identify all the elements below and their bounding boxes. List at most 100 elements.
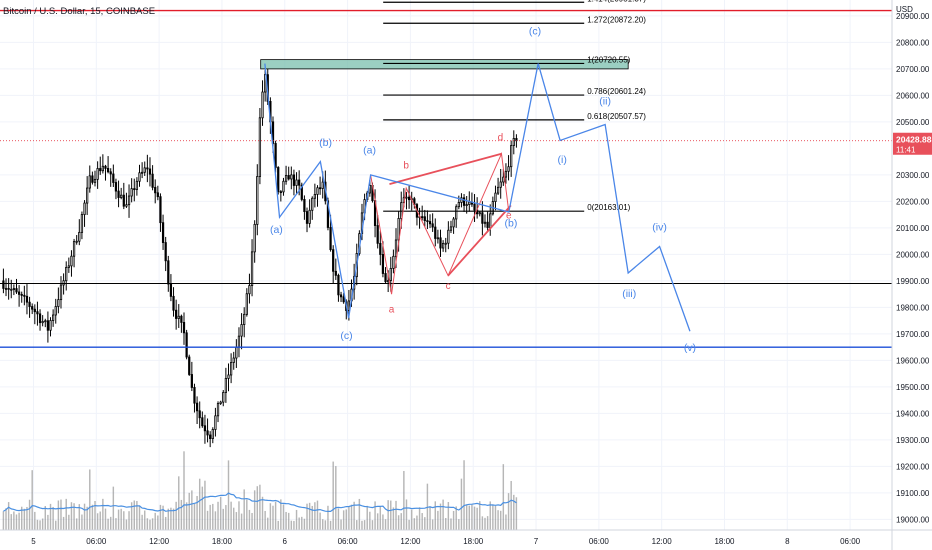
volume-bar	[13, 511, 15, 530]
candle-body	[117, 190, 120, 198]
candle-body	[156, 192, 159, 198]
candle-body	[99, 168, 102, 172]
volume-bar	[78, 504, 81, 530]
candle-body	[447, 229, 450, 244]
candle-body	[167, 260, 170, 285]
candle-body	[300, 184, 303, 200]
red-wave-label: d	[498, 132, 504, 143]
volume-bar	[369, 511, 371, 530]
volume-bar	[403, 470, 405, 530]
volume-bar	[230, 501, 232, 530]
candle-body	[308, 209, 311, 224]
candle-body	[219, 401, 222, 404]
candle-body	[122, 194, 125, 207]
volume-bar	[356, 520, 358, 530]
candle-body	[198, 410, 201, 419]
fibonacci-extension[interactable]: 0(20163.01) 0.618(20507.57) 0.786(20601.24…	[383, 0, 646, 212]
candle-body	[452, 218, 455, 228]
volume-bar	[253, 490, 256, 530]
price-tick-label: 19000.00	[896, 515, 930, 524]
candle-body	[193, 387, 196, 404]
volume-bar	[434, 501, 436, 530]
volume-bar	[172, 508, 175, 530]
price-tick-label: 20900.00	[896, 12, 930, 21]
supply-zone-rect[interactable]	[260, 59, 629, 70]
volume-bar	[248, 509, 251, 530]
last-price-tag	[893, 132, 932, 155]
volume-bar	[55, 520, 57, 530]
volume-bar	[345, 509, 347, 530]
volume-bar	[460, 478, 463, 530]
volume-bar	[212, 503, 214, 530]
red-triangle-line[interactable]	[389, 152, 502, 186]
volume-bar	[416, 515, 418, 530]
candle-body	[112, 173, 115, 183]
volume-bar	[505, 514, 507, 530]
volume-bar	[400, 513, 402, 530]
candle-body	[106, 167, 110, 173]
volume-bar	[424, 517, 426, 530]
volume-bar	[392, 507, 395, 530]
red-triangle-line[interactable]	[447, 204, 512, 277]
time-tick-label: 18:00	[212, 537, 233, 546]
volume-bar	[342, 510, 345, 530]
red-triangle-wave[interactable]: a b c d e	[370, 132, 512, 316]
volume-bar	[350, 504, 353, 530]
horizontal-lines[interactable]	[0, 9, 892, 348]
price-tick-label: 19400.00	[896, 409, 930, 418]
candle-body	[298, 179, 301, 186]
candle-body	[78, 231, 81, 242]
red-wave-label: a	[389, 305, 395, 316]
candle-body	[392, 255, 395, 269]
candle-body	[394, 239, 398, 257]
supply-zone[interactable]	[260, 59, 629, 70]
volume-bar	[170, 507, 172, 530]
time-tick-label: 18:00	[463, 537, 484, 546]
volume-bar	[28, 499, 31, 530]
candle-body	[407, 196, 411, 201]
volume-bar	[99, 511, 101, 530]
blue-wave-label: (b)	[319, 137, 332, 149]
candle-body	[481, 212, 484, 224]
volume-bar	[251, 512, 253, 530]
candle-body	[177, 315, 180, 319]
candle-body	[426, 220, 429, 223]
time-tick-label: 5	[31, 537, 36, 546]
blue-wave-projection[interactable]: (a) (b) (c) (a) (b) (c) (i) (ii) (iii) (iv) (v)	[264, 25, 696, 354]
volume-bar	[458, 519, 460, 530]
time-tick-label: 18:00	[714, 537, 735, 546]
volume-bar	[502, 464, 505, 530]
candle-body	[342, 296, 345, 303]
time-tick-label: 06:00	[338, 537, 359, 546]
blue-wave-path[interactable]	[264, 63, 691, 332]
volume-bar	[311, 505, 313, 530]
volume-bar	[363, 520, 366, 530]
candle-body	[444, 242, 447, 245]
red-wave-path[interactable]	[370, 151, 510, 295]
candle-body	[175, 309, 178, 319]
volume-bar	[256, 486, 259, 530]
volume-bar	[442, 499, 444, 530]
time-tick-label: 12:00	[400, 537, 421, 546]
volume-bar	[41, 518, 44, 530]
volume-bar	[136, 500, 138, 530]
candle-body	[214, 415, 217, 430]
volume-bar	[335, 466, 337, 530]
price-tick-label: 19900.00	[896, 277, 930, 286]
volume-bar	[421, 513, 423, 530]
candle-body	[290, 174, 293, 180]
volume-bar	[340, 519, 342, 530]
volume-bar	[73, 503, 75, 530]
fib-label: 0.786(20601.24)	[587, 87, 646, 96]
volume-bar	[44, 506, 47, 530]
candle-body	[70, 255, 73, 267]
candle-body	[151, 173, 154, 188]
candle-body	[54, 306, 57, 316]
candle-body	[253, 223, 256, 253]
volume-bar	[57, 500, 60, 530]
volume-bar	[473, 506, 476, 530]
time-tick-label: 06:00	[840, 537, 861, 546]
candle-body	[478, 212, 481, 215]
volume-bar	[303, 518, 306, 530]
